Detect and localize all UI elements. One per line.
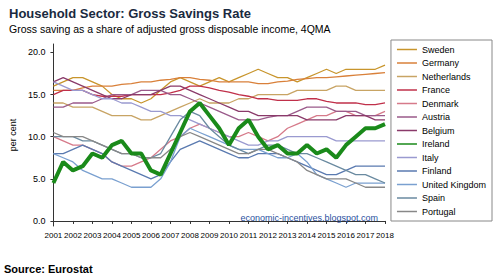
svg-text:Household Sector: Gross Saving: Household Sector: Gross Savings Rate <box>9 6 251 21</box>
svg-text:2002: 2002 <box>64 231 82 240</box>
svg-text:Germany: Germany <box>422 58 460 68</box>
svg-text:2006: 2006 <box>142 231 160 240</box>
svg-text:2003: 2003 <box>84 231 102 240</box>
svg-text:20.0: 20.0 <box>28 47 46 57</box>
svg-text:2009: 2009 <box>201 231 219 240</box>
svg-text:per cent: per cent <box>8 118 18 151</box>
svg-text:2005: 2005 <box>123 231 141 240</box>
svg-text:2015: 2015 <box>318 231 336 240</box>
svg-text:2004: 2004 <box>103 231 121 240</box>
svg-text:economic-incentives.blogspot.c: economic-incentives.blogspot.com <box>240 213 378 223</box>
svg-text:2001: 2001 <box>45 231 63 240</box>
svg-text:Denmark: Denmark <box>422 99 459 109</box>
svg-text:2017: 2017 <box>357 231 375 240</box>
svg-text:10.0: 10.0 <box>28 132 46 142</box>
svg-text:Finland: Finland <box>422 166 452 176</box>
svg-text:2014: 2014 <box>298 231 316 240</box>
svg-text:2016: 2016 <box>337 231 355 240</box>
svg-text:Austria: Austria <box>422 112 450 122</box>
svg-text:2008: 2008 <box>181 231 199 240</box>
svg-text:Ireland: Ireland <box>422 139 450 149</box>
svg-text:0.0: 0.0 <box>33 216 46 226</box>
svg-text:United Kingdom: United Kingdom <box>422 180 486 190</box>
svg-text:2007: 2007 <box>162 231 180 240</box>
svg-text:15.0: 15.0 <box>28 90 46 100</box>
svg-text:Belgium: Belgium <box>422 126 455 136</box>
svg-text:2010: 2010 <box>220 231 238 240</box>
svg-text:2011: 2011 <box>240 231 258 240</box>
svg-text:France: France <box>422 85 450 95</box>
svg-text:Sweden: Sweden <box>422 45 455 55</box>
svg-text:2018: 2018 <box>376 231 394 240</box>
svg-text:Italy: Italy <box>422 153 439 163</box>
svg-text:2013: 2013 <box>279 231 297 240</box>
svg-text:2012: 2012 <box>259 231 277 240</box>
svg-text:Portugal: Portugal <box>422 207 456 217</box>
svg-text:Source: Eurostat: Source: Eurostat <box>4 263 93 275</box>
svg-text:5.0: 5.0 <box>33 174 46 184</box>
svg-text:Gross saving as a share of adj: Gross saving as a share of adjusted gros… <box>9 23 331 35</box>
svg-text:Spain: Spain <box>422 193 445 203</box>
svg-text:Netherlands: Netherlands <box>422 72 471 82</box>
